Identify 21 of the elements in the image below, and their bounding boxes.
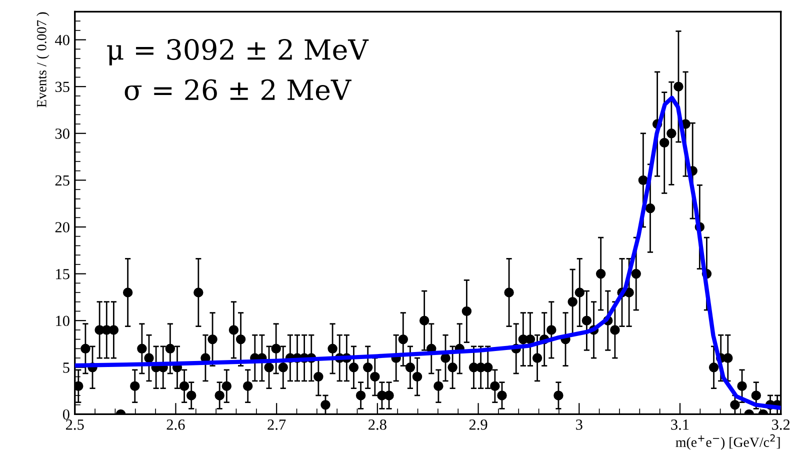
y-tick-label: 10 xyxy=(56,316,70,326)
annotation: μ = 3092 ± 2 MeV xyxy=(107,38,369,66)
x-tick-label: 2.5 xyxy=(66,420,84,430)
y-tick-label: 30 xyxy=(55,128,70,139)
x-tick-label: 3 xyxy=(576,420,582,430)
x-tick-label: 2.9 xyxy=(469,420,488,430)
y-tick-label: 35 xyxy=(55,82,70,92)
x-tick-label: 2.6 xyxy=(166,420,185,430)
y-tick-label: 20 xyxy=(55,222,70,232)
y-tick-label: 25 xyxy=(55,175,70,186)
x-axis-title: m(e$^{+}$e$^{−}$) [GeV/c$^{2}$] xyxy=(676,434,780,450)
y-axis-title: Events / ( 0.007 ) xyxy=(36,12,50,108)
y-tick-label: 15 xyxy=(56,268,70,280)
x-tick-label: 3.1 xyxy=(671,420,689,430)
y-tick-label: 0 xyxy=(62,409,70,420)
x-tick-label: 2.7 xyxy=(268,420,286,430)
y-tick-label: 5 xyxy=(63,362,70,373)
y-tick-label: 40 xyxy=(55,34,70,46)
x-tick-label: 2.8 xyxy=(368,419,386,430)
x-tick-label: 3.2 xyxy=(772,420,790,430)
annotation: σ = 26 ± 2 MeV xyxy=(124,79,352,100)
